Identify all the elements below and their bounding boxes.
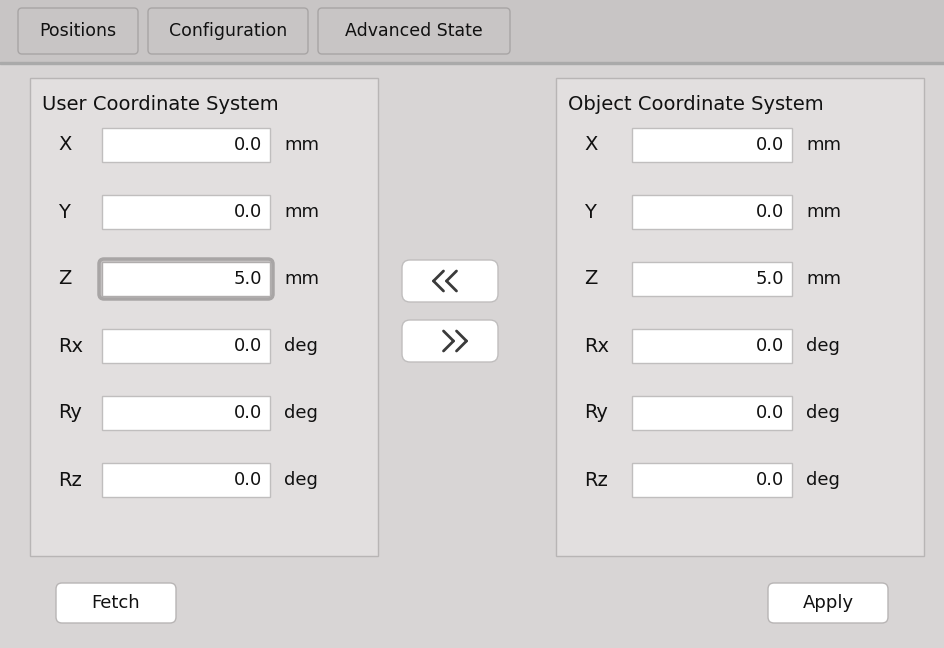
Text: Y: Y: [58, 202, 70, 222]
Text: 0.0: 0.0: [756, 404, 784, 422]
Bar: [102, 329, 270, 363]
Text: mm: mm: [284, 136, 319, 154]
Bar: [632, 463, 792, 497]
Bar: [102, 463, 270, 497]
FancyBboxPatch shape: [318, 8, 510, 54]
Text: Z: Z: [58, 270, 72, 288]
Bar: [632, 329, 792, 363]
Text: Advanced State: Advanced State: [346, 22, 483, 40]
Text: 0.0: 0.0: [234, 203, 262, 221]
Bar: [102, 128, 270, 162]
Text: 5.0: 5.0: [755, 270, 784, 288]
Bar: [632, 128, 792, 162]
Bar: [632, 195, 792, 229]
FancyBboxPatch shape: [18, 8, 138, 54]
Text: mm: mm: [806, 203, 841, 221]
Text: 0.0: 0.0: [234, 136, 262, 154]
Text: X: X: [584, 135, 598, 154]
Text: Rz: Rz: [584, 470, 608, 489]
Bar: [30, 78, 378, 556]
Text: mm: mm: [806, 136, 841, 154]
Text: Rx: Rx: [58, 336, 83, 356]
FancyBboxPatch shape: [148, 8, 308, 54]
Text: 0.0: 0.0: [234, 471, 262, 489]
Bar: [0, 62, 944, 64]
Text: Y: Y: [584, 202, 596, 222]
Text: Rx: Rx: [584, 336, 609, 356]
Bar: [102, 396, 270, 430]
Text: Fetch: Fetch: [92, 594, 141, 612]
Text: mm: mm: [284, 203, 319, 221]
Text: Configuration: Configuration: [169, 22, 287, 40]
Text: deg: deg: [284, 471, 318, 489]
FancyBboxPatch shape: [99, 259, 273, 299]
Text: 5.0: 5.0: [233, 270, 262, 288]
Text: deg: deg: [284, 337, 318, 355]
Text: deg: deg: [806, 337, 840, 355]
FancyBboxPatch shape: [402, 320, 498, 362]
Bar: [0, 0, 944, 64]
Text: mm: mm: [806, 270, 841, 288]
Text: X: X: [58, 135, 72, 154]
Text: deg: deg: [806, 404, 840, 422]
Text: 0.0: 0.0: [756, 203, 784, 221]
Text: 0.0: 0.0: [234, 404, 262, 422]
Text: deg: deg: [806, 471, 840, 489]
Text: deg: deg: [284, 404, 318, 422]
Text: User Coordinate System: User Coordinate System: [42, 95, 278, 113]
FancyBboxPatch shape: [56, 583, 176, 623]
FancyBboxPatch shape: [402, 260, 498, 302]
Text: Ry: Ry: [584, 404, 608, 422]
Bar: [632, 396, 792, 430]
Text: Positions: Positions: [40, 22, 116, 40]
Text: Ry: Ry: [58, 404, 82, 422]
Text: Object Coordinate System: Object Coordinate System: [568, 95, 823, 113]
FancyBboxPatch shape: [768, 583, 888, 623]
Bar: [632, 262, 792, 296]
Text: mm: mm: [284, 270, 319, 288]
Bar: [102, 195, 270, 229]
Text: Z: Z: [584, 270, 598, 288]
Text: Apply: Apply: [802, 594, 853, 612]
Text: 0.0: 0.0: [756, 471, 784, 489]
Bar: [102, 262, 270, 296]
Text: 0.0: 0.0: [234, 337, 262, 355]
Text: 0.0: 0.0: [756, 136, 784, 154]
Text: 0.0: 0.0: [756, 337, 784, 355]
Bar: [556, 78, 924, 556]
Text: Rz: Rz: [58, 470, 82, 489]
